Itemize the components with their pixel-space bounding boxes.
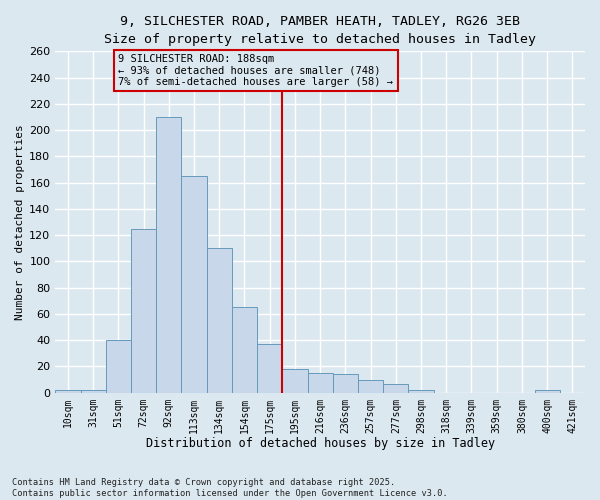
- Text: 9 SILCHESTER ROAD: 188sqm
← 93% of detached houses are smaller (748)
7% of semi-: 9 SILCHESTER ROAD: 188sqm ← 93% of detac…: [118, 54, 394, 87]
- Bar: [308, 373, 333, 392]
- Bar: [80, 390, 106, 392]
- Text: Contains HM Land Registry data © Crown copyright and database right 2025.
Contai: Contains HM Land Registry data © Crown c…: [12, 478, 448, 498]
- Bar: [409, 390, 434, 392]
- Bar: [55, 390, 80, 392]
- Bar: [283, 369, 308, 392]
- Bar: [535, 390, 560, 392]
- Bar: [257, 344, 283, 393]
- Bar: [206, 248, 232, 392]
- Bar: [358, 380, 383, 392]
- X-axis label: Distribution of detached houses by size in Tadley: Distribution of detached houses by size …: [146, 437, 495, 450]
- Bar: [181, 176, 206, 392]
- Bar: [106, 340, 131, 392]
- Bar: [131, 228, 156, 392]
- Title: 9, SILCHESTER ROAD, PAMBER HEATH, TADLEY, RG26 3EB
Size of property relative to : 9, SILCHESTER ROAD, PAMBER HEATH, TADLEY…: [104, 15, 536, 46]
- Bar: [333, 374, 358, 392]
- Y-axis label: Number of detached properties: Number of detached properties: [15, 124, 25, 320]
- Bar: [383, 384, 409, 392]
- Bar: [156, 117, 181, 392]
- Bar: [232, 308, 257, 392]
